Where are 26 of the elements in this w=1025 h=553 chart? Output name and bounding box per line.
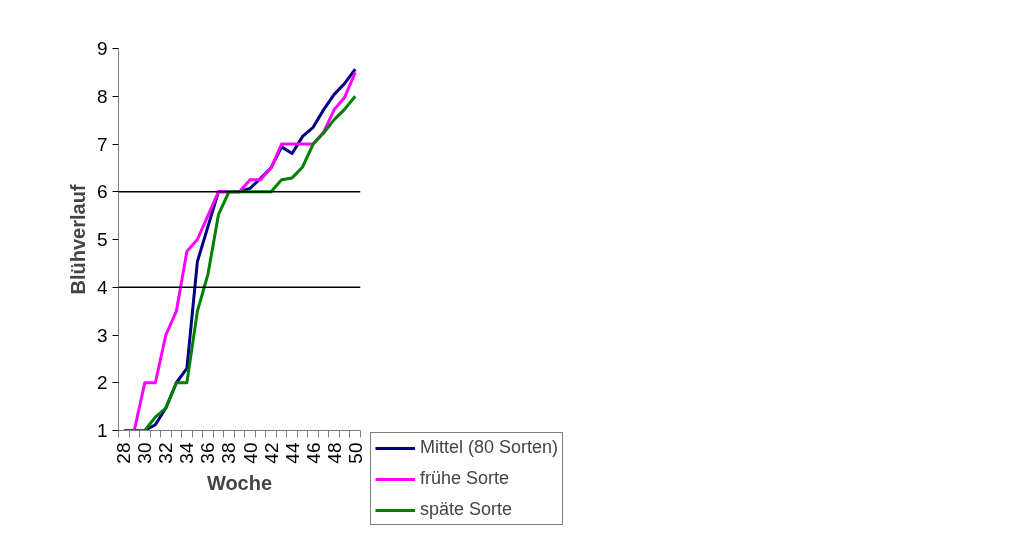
x-tick-label: 30: [134, 442, 156, 464]
legend-label: späte Sorte: [420, 499, 513, 520]
x-tick-label: 36: [197, 442, 219, 464]
y-tick-label: 6: [96, 181, 108, 203]
x-tick-label: 44: [281, 442, 303, 464]
x-axis-title: Woche: [206, 471, 273, 494]
y-tick-label: 7: [96, 133, 108, 155]
x-tick-label: 50: [344, 442, 366, 464]
y-tick-label: 1: [96, 420, 108, 441]
x-tick-label: 28: [113, 442, 135, 464]
x-tick-label: 40: [239, 442, 261, 464]
x-tick-label: 32: [155, 442, 177, 464]
legend-label: frühe Sorte: [420, 468, 510, 489]
y-tick-label: 2: [96, 372, 108, 394]
x-tick-label: 42: [260, 442, 282, 464]
x-tick-label: 34: [176, 442, 198, 464]
x-tick-label: 46: [302, 442, 324, 464]
y-tick-label: 9: [96, 38, 108, 59]
y-tick-label: 4: [96, 276, 108, 298]
x-tick-label: 38: [218, 442, 240, 464]
y-tick-label: 8: [96, 85, 108, 107]
y-tick-label: 5: [96, 229, 108, 250]
x-tick-label: 48: [323, 442, 345, 464]
legend-label: Mittel (80 Sorten): [420, 437, 559, 458]
y-tick-label: 3: [96, 324, 108, 346]
y-axis-title: Blühverlauf: [66, 184, 89, 295]
